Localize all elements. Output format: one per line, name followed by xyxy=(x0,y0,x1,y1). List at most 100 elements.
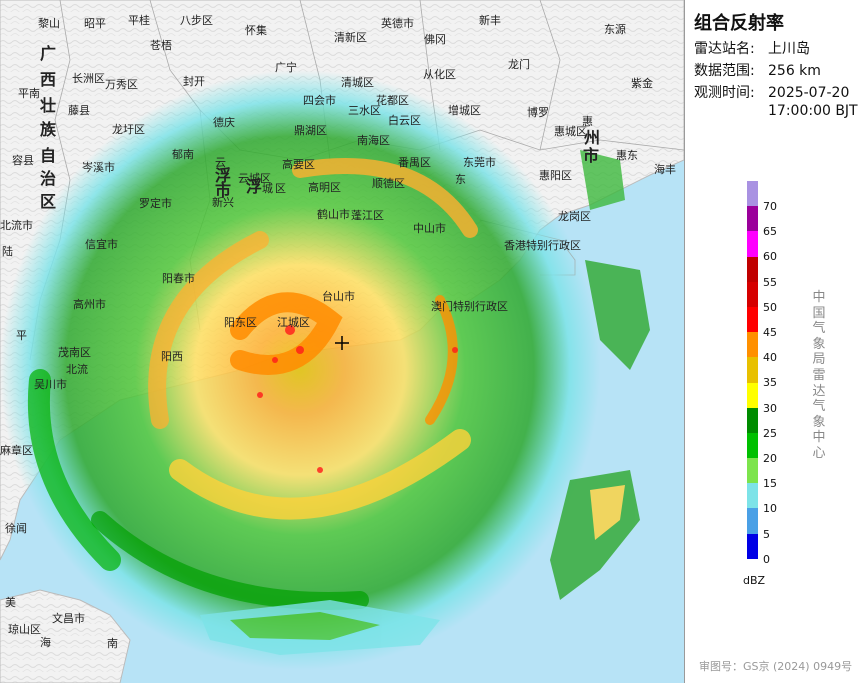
place-label: 陆 xyxy=(2,244,13,258)
color-scale-tick: 45 xyxy=(763,326,777,339)
place-label: 自 xyxy=(40,146,56,165)
place-label: 罗定市 xyxy=(139,196,172,210)
organization-char: 气 xyxy=(812,399,826,415)
place-label: 治 xyxy=(40,169,56,188)
organization-char: 中 xyxy=(812,290,826,305)
place-label: 麻章区 xyxy=(0,443,33,457)
color-scale-tick: 50 xyxy=(763,300,777,314)
place-label: 南 xyxy=(107,637,118,650)
place-label: 高要区 xyxy=(282,157,315,171)
place-label: 澳门特别行政区 xyxy=(431,299,508,313)
place-label: 台山市 xyxy=(322,289,355,303)
place-label: 东 xyxy=(455,173,466,186)
color-scale-tick: 60 xyxy=(763,250,777,264)
place-label: 容县 xyxy=(12,153,34,167)
place-label: 徐闻 xyxy=(5,521,27,535)
place-label: 清新区 xyxy=(334,30,367,44)
place-label: 香港特别行政区 xyxy=(504,238,581,252)
place-label: 阳春市 xyxy=(162,271,195,285)
place-label: 中山市 xyxy=(413,221,446,235)
info-panel: 组合反射率 雷达站名: 上川岛 数据范围: 256 km 观测时间: 2025-07-… xyxy=(685,0,860,683)
place-label: 封开 xyxy=(183,74,205,88)
place-label: 西 xyxy=(40,70,56,89)
station-row: 雷达站名: 上川岛 xyxy=(694,40,810,58)
place-label: 紫金 xyxy=(631,76,653,90)
place-label: 市 xyxy=(215,181,231,200)
place-label: 城 xyxy=(262,182,273,195)
color-scale-cell xyxy=(747,306,758,333)
color-scale-tick: 30 xyxy=(763,401,777,415)
range-row: 数据范围: 256 km xyxy=(694,62,821,80)
place-label: 惠东 xyxy=(616,148,638,162)
place-label: 吴川市 xyxy=(34,377,67,391)
place-label: 三水区 xyxy=(348,104,381,117)
place-label: 怀集 xyxy=(245,23,267,37)
color-scale-tick: 55 xyxy=(763,275,777,289)
place-label: 白云区 xyxy=(388,113,421,127)
color-scale-cell xyxy=(747,508,758,534)
color-scale-tick: 15 xyxy=(763,477,777,491)
place-label: 广宁 xyxy=(275,60,297,74)
place-label: 英德市 xyxy=(381,16,414,30)
place-label: 美 xyxy=(5,596,16,609)
color-scale-tick: 65 xyxy=(763,225,777,239)
color-scale-cell xyxy=(747,231,758,257)
place-label: 长洲区 xyxy=(72,72,105,85)
place-label: 江城区 xyxy=(277,316,310,329)
place-label: 八步区 xyxy=(180,14,213,27)
place-label: 鹤山市 xyxy=(317,207,350,221)
place-label: 四会市 xyxy=(303,93,336,107)
place-label: 东源 xyxy=(604,22,626,36)
place-label: 阳西 xyxy=(161,350,183,363)
radar-map[interactable]: 黎山 昭平 平桂 八步区 怀集 清新区 英德市 新丰 东源 苍梧 广宁 佛冈 龙门 长洲区 万秀区 封开 清城区… xyxy=(0,0,685,683)
organization-char: 象 xyxy=(812,336,826,352)
place-label: 区 xyxy=(275,182,286,195)
place-label: 龙岗区 xyxy=(558,210,591,223)
color-scale-tick: 35 xyxy=(763,376,777,390)
color-scale-cell xyxy=(747,206,758,232)
place-label: 市 xyxy=(583,146,599,165)
place-label: 新丰 xyxy=(479,13,501,27)
time-label: 观测时间: xyxy=(694,85,755,101)
color-scale-cell xyxy=(747,382,758,408)
color-scale-tick: 5 xyxy=(763,527,770,541)
color-scale-cell xyxy=(747,281,758,307)
hainan-island xyxy=(0,589,131,683)
color-scale-tick: 25 xyxy=(763,426,777,440)
place-label: 惠阳区 xyxy=(539,168,572,182)
place-label: 州 xyxy=(583,128,600,147)
color-scale-tick: 20 xyxy=(763,452,777,465)
color-scale-tick: 70 xyxy=(763,200,777,213)
place-label: 海丰 xyxy=(654,162,676,176)
place-label: 文昌市 xyxy=(52,611,85,625)
place-label: 苍梧 xyxy=(150,38,172,52)
place-label: 番禺区 xyxy=(398,156,431,169)
place-label: 琼山区 xyxy=(8,622,41,636)
map-approval-number: 审图号：GS京 (2024) 0949号 xyxy=(699,660,853,673)
place-label: 从化区 xyxy=(423,67,456,81)
place-label: 龙门 xyxy=(508,57,530,71)
place-label: 浮 xyxy=(215,166,231,185)
organization-char: 达 xyxy=(812,383,826,399)
organization-char: 雷 xyxy=(812,367,826,383)
place-label: 高州市 xyxy=(73,297,106,311)
place-label: 黎山 xyxy=(38,16,60,30)
place-label: 平桂 xyxy=(128,13,150,27)
place-label: 蓬江区 xyxy=(351,209,384,222)
place-label: 浮 xyxy=(246,177,262,196)
crosshair-icon[interactable] xyxy=(335,336,349,350)
place-label: 博罗 xyxy=(527,106,549,119)
place-label: 海 xyxy=(40,635,51,649)
place-label: 增城区 xyxy=(448,103,481,117)
station-value: 上川岛 xyxy=(768,41,810,57)
place-label: 龙圩区 xyxy=(112,123,145,136)
unit-label: dBZ xyxy=(743,574,766,587)
place-label: 惠城区 xyxy=(554,124,587,138)
place-label: 平南 xyxy=(18,87,40,100)
color-scale-tick: 0 xyxy=(763,552,770,566)
organization-char: 局 xyxy=(812,352,826,368)
organization-label: 中国气象局雷达气象中心 xyxy=(811,290,827,462)
place-label: 信宜市 xyxy=(85,237,118,251)
place-label: 东莞市 xyxy=(463,155,496,169)
